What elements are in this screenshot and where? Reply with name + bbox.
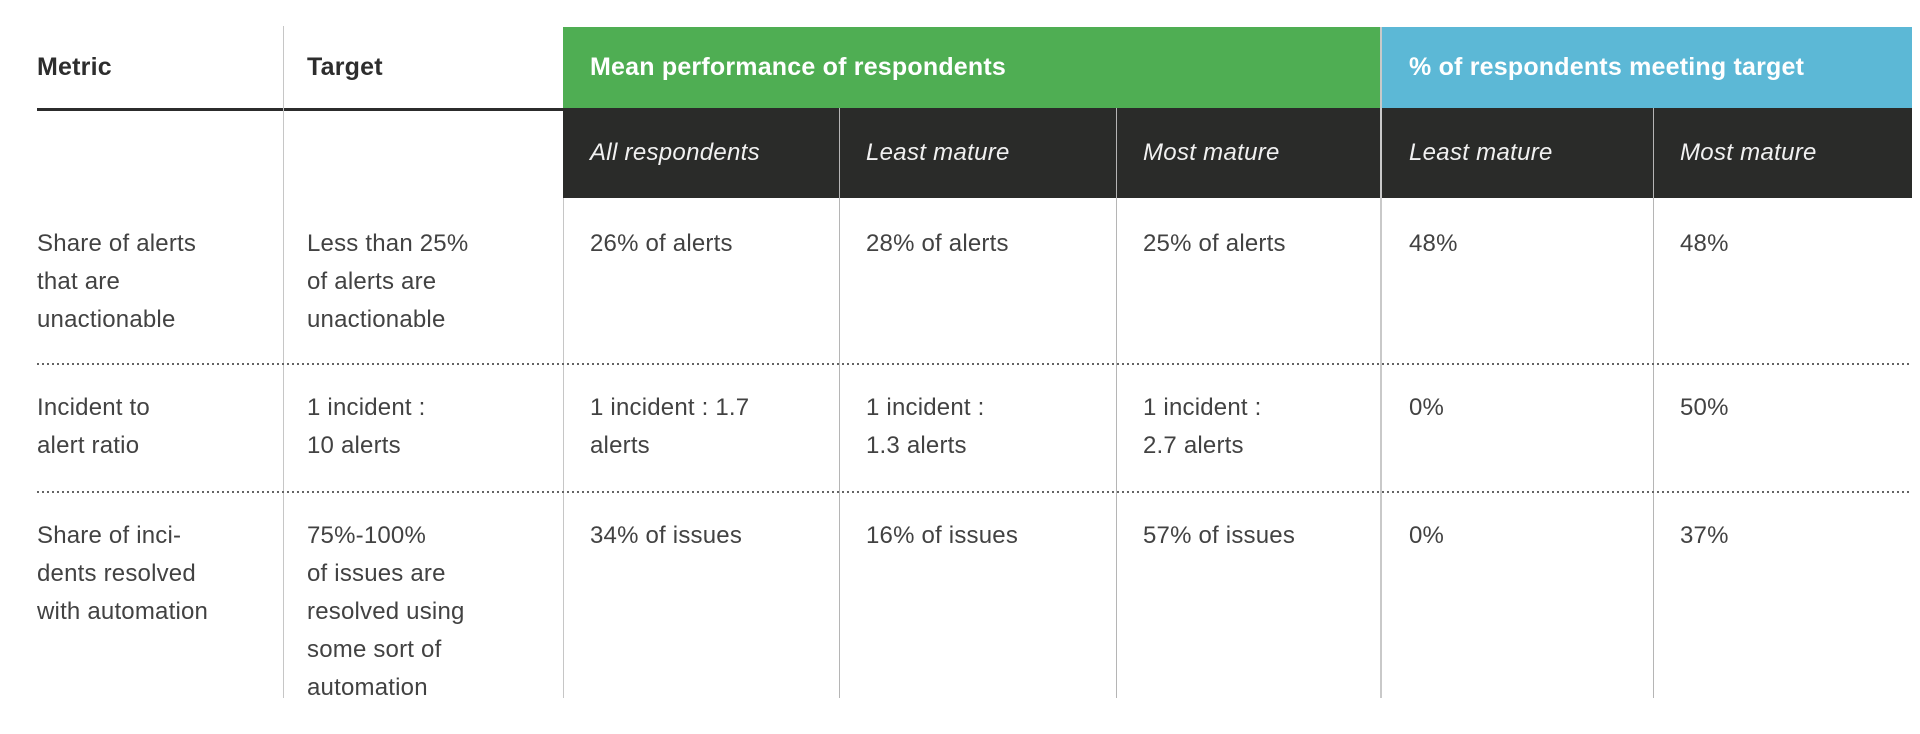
row-separator: [37, 363, 1912, 365]
subheader-all-respondents: All respondents: [590, 139, 760, 166]
row-separator: [37, 491, 1912, 493]
cell-most-mature-performance: 25% of alerts: [1143, 230, 1286, 257]
column-divider: [1116, 108, 1117, 698]
group-header-pct-meeting-target: % of respondents meeting target: [1382, 27, 1912, 108]
cell-least-mature-performance: 1 incident : 1.3 alerts: [866, 394, 985, 459]
cell-most-mature-target: 37%: [1680, 522, 1729, 549]
cell-most-mature-performance: 1 incident : 2.7 alerts: [1143, 394, 1262, 459]
cell-least-mature-target: 0%: [1409, 394, 1445, 421]
cell-most-mature-performance: 57% of issues: [1143, 522, 1296, 549]
cell-target: 75%-100% of issues are resolved using so…: [307, 522, 465, 701]
column-divider: [563, 198, 564, 698]
cell-target: Less than 25% of alerts are unactionable: [307, 230, 469, 333]
cell-all-respondents: 34% of issues: [590, 522, 743, 549]
column-divider: [283, 26, 284, 698]
subheader-least-mature-performance: Least mature: [866, 139, 1010, 166]
subheader-least-mature-target: Least mature: [1409, 139, 1553, 166]
subheader-most-mature-target: Most mature: [1680, 139, 1817, 166]
cell-least-mature-performance: 16% of issues: [866, 522, 1019, 549]
cell-metric: Share of inci- dents resolved with autom…: [37, 522, 209, 625]
cell-all-respondents: 26% of alerts: [590, 230, 733, 257]
column-divider: [839, 108, 840, 698]
cell-metric: Share of alerts that are unactionable: [37, 230, 197, 333]
cell-metric: Incident to alert ratio: [37, 394, 150, 459]
cell-least-mature-target: 0%: [1409, 522, 1445, 549]
corner-header-target: Target: [307, 53, 383, 81]
cell-most-mature-target: 50%: [1680, 394, 1729, 421]
subheader-row: All respondents Least mature Most mature…: [563, 108, 1912, 198]
subheader-most-mature-performance: Most mature: [1143, 139, 1280, 166]
column-divider: [1653, 108, 1654, 698]
cell-most-mature-target: 48%: [1680, 230, 1729, 257]
cell-all-respondents: 1 incident : 1.7 alerts: [590, 394, 750, 459]
group-divider: [1380, 27, 1382, 698]
header-underline: [37, 108, 563, 111]
group-header-mean-performance: Mean performance of respondents: [563, 27, 1380, 108]
cell-least-mature-performance: 28% of alerts: [866, 230, 1009, 257]
cell-target: 1 incident : 10 alerts: [307, 394, 426, 459]
cell-least-mature-target: 48%: [1409, 230, 1458, 257]
corner-header-metric: Metric: [37, 53, 112, 81]
